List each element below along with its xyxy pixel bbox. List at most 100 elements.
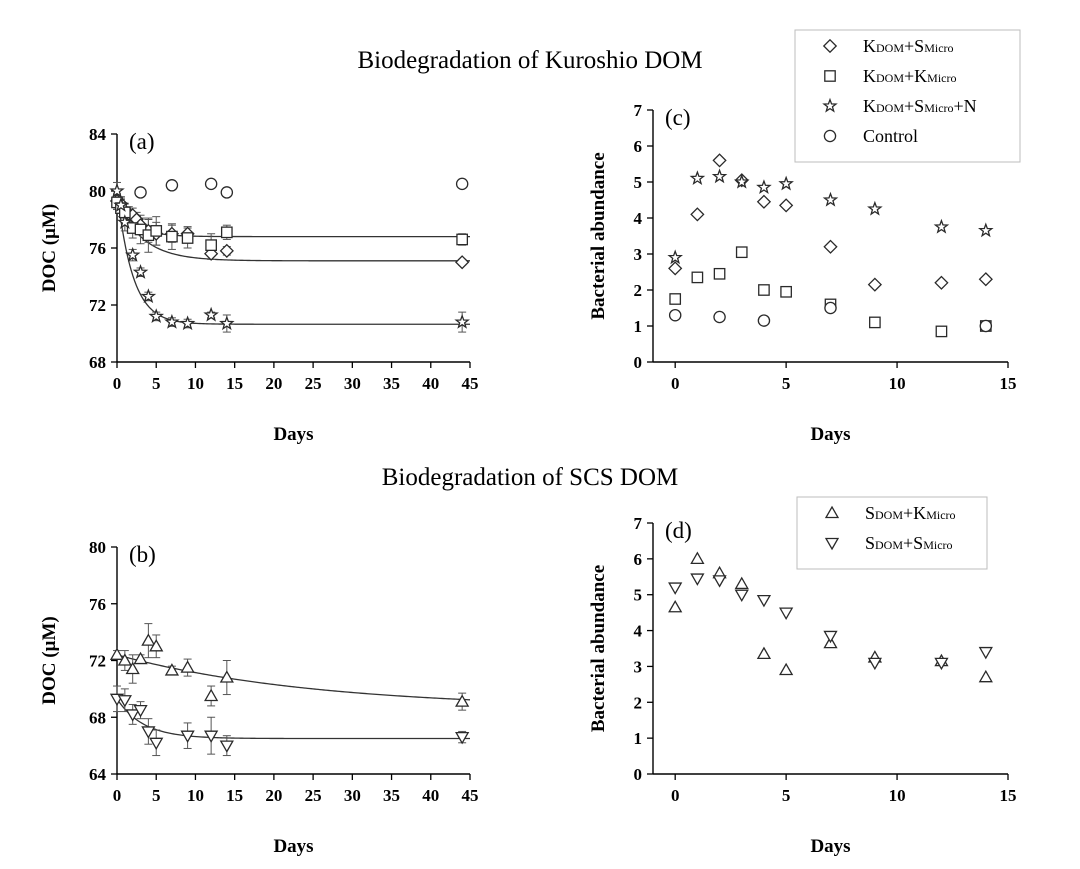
legend-subscript: Micro [923, 538, 952, 552]
data-point [180, 660, 195, 673]
data-point [455, 255, 470, 270]
data-point [180, 730, 195, 744]
legend-subscript: Micro [926, 508, 955, 522]
x-axis-label: Days [810, 424, 850, 445]
data-point [713, 310, 726, 324]
panel-label: (d) [665, 518, 692, 543]
data-point [181, 232, 194, 244]
y-tick-label: 4 [634, 622, 643, 641]
data-point [455, 694, 470, 707]
data-point [220, 186, 234, 199]
data-point [150, 225, 163, 237]
data-point [869, 316, 881, 329]
data-point [733, 173, 750, 189]
legend-label: KDOM+SMicro [863, 36, 954, 56]
data-point [133, 651, 148, 665]
data-point [934, 657, 949, 671]
data-point [109, 182, 125, 198]
y-axis-label: DOC (µM) [39, 616, 60, 705]
y-tick-label: 0 [634, 765, 643, 784]
x-tick-label: 0 [671, 374, 680, 393]
y-tick-label: 5 [634, 586, 643, 605]
legend-subscript: DOM [875, 538, 903, 552]
y-tick-label: 6 [634, 550, 643, 569]
data-point [667, 249, 683, 265]
x-tick-label: 5 [782, 786, 791, 805]
data-point [668, 599, 683, 613]
data-point [164, 313, 180, 329]
y-tick-label: 84 [89, 125, 107, 144]
legend-marker [824, 505, 840, 519]
data-point [141, 633, 156, 646]
y-tick-label: 4 [634, 209, 643, 228]
data-point [668, 261, 683, 276]
data-point [978, 272, 993, 287]
data-point [711, 168, 728, 184]
panel-c: 0 1 2 3 4 5 6 7 0 5 10 15 Days Bacterial abundance (c)… [588, 29, 1021, 445]
data-point [141, 726, 156, 739]
data-point [219, 243, 234, 258]
data-point [149, 737, 164, 751]
data-point [179, 315, 196, 331]
x-tick-label: 45 [462, 374, 479, 393]
data-point [979, 319, 993, 333]
data-point [148, 308, 165, 324]
data-point [756, 646, 772, 660]
data-point [734, 589, 749, 603]
data-point [117, 653, 132, 666]
panel-label: (c) [665, 105, 691, 130]
panel-b: 64 68 72 76 80 0 5 10 15 20 25 30 35 40 45 Days DOC (µM)… [39, 538, 479, 857]
data-point [203, 306, 219, 322]
x-tick-label: 5 [782, 374, 791, 393]
legend-subscript: DOM [876, 71, 904, 85]
legend-text: +S [904, 36, 924, 56]
data-point [204, 177, 218, 191]
y-tick-label: 7 [634, 514, 643, 533]
x-tick-label: 10 [187, 374, 204, 393]
data-point [691, 271, 704, 284]
data-point [712, 153, 727, 168]
data-point [824, 301, 837, 315]
data-point [668, 308, 682, 322]
x-tick-label: 35 [383, 374, 400, 393]
data-point [204, 730, 219, 744]
y-tick-label: 3 [634, 245, 643, 264]
panel-a: 68 72 76 80 84 0 5 10 15 20 25 30 35 40 45 Days DOC (µM)… [39, 125, 479, 445]
data-point [978, 669, 993, 683]
data-point [778, 175, 794, 191]
data-point [735, 246, 748, 259]
legend-marker [824, 537, 840, 551]
data-point [455, 731, 470, 745]
x-tick-label: 20 [265, 786, 282, 805]
x-tick-label: 30 [344, 786, 361, 805]
y-tick-label: 64 [89, 765, 107, 784]
y-tick-label: 80 [89, 538, 106, 557]
legend-text: K [863, 66, 876, 86]
legend-label: KDOM+KMicro [863, 66, 957, 86]
data-point [758, 284, 770, 296]
legend-marker [822, 97, 838, 113]
data-point [867, 200, 883, 216]
data-point [125, 661, 140, 675]
x-tick-label: 0 [671, 786, 680, 805]
data-point [117, 214, 133, 229]
legend-label: Control [863, 126, 918, 146]
title-scs: Biodegradation of SCS DOM [382, 464, 679, 491]
x-tick-label: 15 [226, 374, 243, 393]
y-axis-label: Bacterial abundance [588, 152, 609, 319]
y-tick-label: 1 [634, 729, 643, 748]
y-axis-label: Bacterial abundance [588, 565, 609, 732]
data-point [166, 230, 178, 243]
x-tick-label: 5 [152, 786, 161, 805]
data-point [756, 594, 772, 608]
data-point [978, 222, 994, 238]
data-point [867, 657, 882, 671]
data-point [113, 197, 129, 212]
data-point [132, 264, 149, 279]
data-point [756, 194, 772, 209]
data-point [220, 226, 233, 239]
x-tick-label: 40 [422, 786, 439, 805]
data-point [125, 709, 140, 722]
data-point [219, 315, 235, 331]
data-point [734, 576, 749, 590]
